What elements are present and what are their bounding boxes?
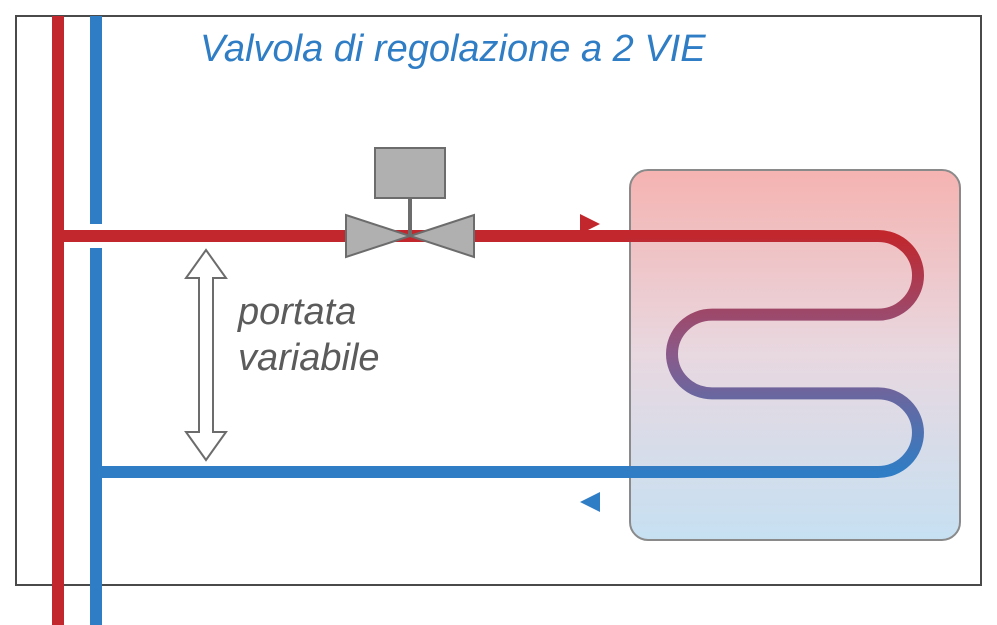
variable-flow-label-line2: variabile [238,337,380,379]
diagram-title: Valvola di regolazione a 2 VIE [200,28,706,71]
diagram-canvas: Valvola di regolazione a 2 VIE portata v… [0,0,997,625]
flow-arrow-return [580,492,600,512]
diagram-svg [0,0,997,625]
variable-flow-double-arrow-icon [186,250,226,460]
variable-flow-label-line1: portata [238,291,356,333]
valve-body-left [346,215,410,257]
radiant-panel [630,170,960,540]
variable-flow-label: portata variabile [238,290,380,381]
valve-body-right [410,215,474,257]
valve-actuator [375,148,445,198]
